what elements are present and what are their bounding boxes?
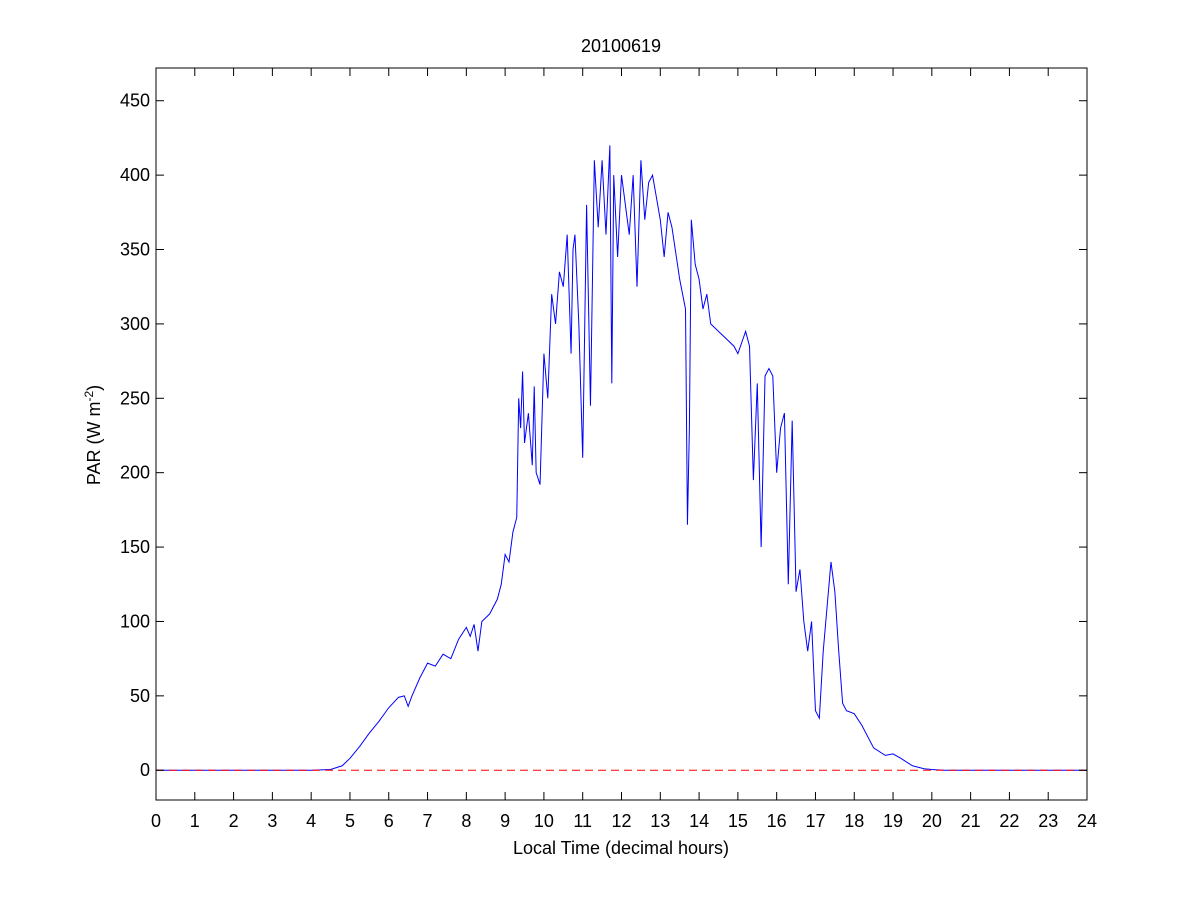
x-axis-label: Local Time (decimal hours) [513, 838, 729, 858]
y-tick-label: 250 [120, 388, 150, 408]
x-tick-label: 11 [573, 811, 592, 831]
x-tick-label: 7 [423, 811, 433, 831]
y-tick-label: 350 [120, 240, 150, 260]
x-tick-label: 17 [805, 811, 825, 831]
x-tick-label: 22 [999, 811, 1019, 831]
x-tick-label: 1 [190, 811, 200, 831]
x-tick-label: 15 [728, 811, 748, 831]
x-tick-label: 5 [345, 811, 355, 831]
x-tick-label: 13 [650, 811, 670, 831]
x-tick-label: 2 [229, 811, 239, 831]
y-tick-label: 300 [120, 314, 150, 334]
x-tick-label: 0 [151, 811, 161, 831]
chart-title: 20100619 [581, 36, 661, 56]
y-tick-label: 450 [120, 91, 150, 111]
x-tick-label: 19 [883, 811, 903, 831]
y-tick-label: 200 [120, 463, 150, 483]
x-tick-label: 8 [461, 811, 471, 831]
x-tick-label: 4 [306, 811, 316, 831]
y-label-suffix: ) [84, 385, 104, 391]
x-tick-label: 24 [1077, 811, 1097, 831]
x-tick-label: 23 [1038, 811, 1058, 831]
x-tick-label: 3 [267, 811, 277, 831]
data-line [156, 145, 1087, 771]
y-tick-label: 400 [120, 165, 150, 185]
y-label-text: PAR (W m [84, 402, 104, 486]
x-tick-label: 18 [844, 811, 864, 831]
y-label-sup: -2 [82, 391, 96, 402]
x-tick-label: 14 [689, 811, 709, 831]
x-tick-label: 16 [767, 811, 787, 831]
x-tick-label: 9 [500, 811, 510, 831]
x-tick-label: 21 [961, 811, 981, 831]
x-tick-label: 20 [922, 811, 942, 831]
y-tick-label: 150 [120, 537, 150, 557]
y-tick-label: 50 [130, 686, 150, 706]
y-tick-label: 0 [140, 760, 150, 780]
y-tick-label: 100 [120, 611, 150, 631]
y-axis-label: PAR (W m-2) [82, 385, 104, 485]
x-tick-label: 6 [384, 811, 394, 831]
x-tick-label: 12 [611, 811, 631, 831]
x-tick-label: 10 [534, 811, 554, 831]
